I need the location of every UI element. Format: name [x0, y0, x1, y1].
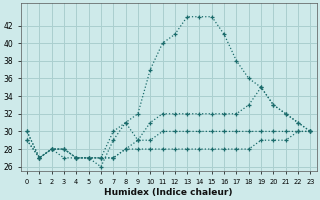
X-axis label: Humidex (Indice chaleur): Humidex (Indice chaleur)	[104, 188, 233, 197]
